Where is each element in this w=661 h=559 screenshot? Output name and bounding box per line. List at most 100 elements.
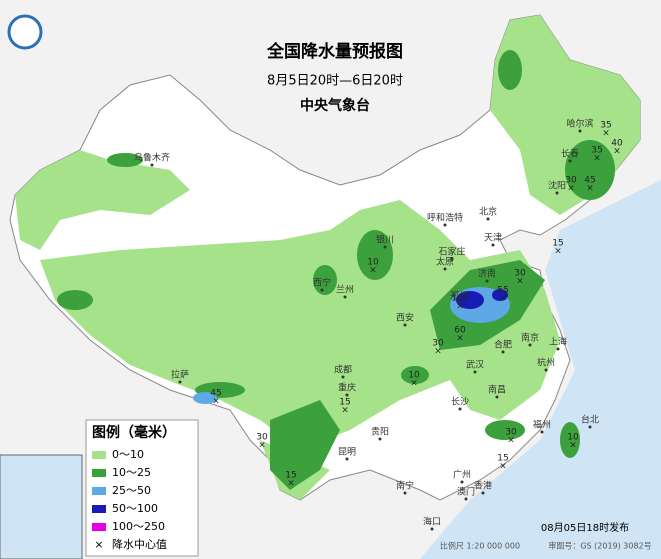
city-label: 合肥 <box>494 339 512 351</box>
center-marker: × <box>369 266 377 276</box>
city-label: 南宁 <box>396 480 414 492</box>
city-label: 重庆 <box>338 382 356 394</box>
south-sea-inset <box>0 454 83 559</box>
city-dot <box>501 350 505 354</box>
legend-label: 25～50 <box>112 484 151 497</box>
city-label: 兰州 <box>336 284 354 296</box>
center-value: 30 <box>514 269 526 279</box>
sea <box>420 180 661 559</box>
center-value: 15 <box>552 239 563 249</box>
city-dot <box>458 407 462 411</box>
legend-swatch <box>92 523 106 531</box>
approval: 审图号：GS (2019) 3082号 <box>548 541 651 551</box>
center-marker: × <box>434 347 442 357</box>
title: 全国降水量预报图 <box>266 41 403 62</box>
city-dot <box>485 279 489 283</box>
city-label: 香港 <box>474 480 492 492</box>
legend-label: 降水中心值 <box>112 537 167 551</box>
city-dot <box>460 480 464 484</box>
center-marker: × <box>613 147 621 157</box>
city-label: 西安 <box>396 312 414 324</box>
city-dot <box>341 375 345 379</box>
issuer: 中央气象台 <box>300 97 370 114</box>
legend-swatch <box>92 487 106 495</box>
center-marker: × <box>456 302 464 312</box>
center-marker: × <box>507 436 515 446</box>
city-label: 广州 <box>453 469 471 481</box>
center-marker: × <box>341 406 349 416</box>
city-dot <box>343 295 347 299</box>
center-marker: × <box>602 129 610 139</box>
scale: 比例尺 1:20 000 000 <box>440 541 520 551</box>
city-dot <box>555 191 559 195</box>
legend-marker: × <box>94 538 103 551</box>
center-marker: × <box>593 154 601 164</box>
center-marker: × <box>516 277 524 287</box>
city-label: 澳门 <box>457 486 475 498</box>
city-label: 西宁 <box>313 277 331 289</box>
center-marker: × <box>554 247 562 257</box>
city-dot <box>403 323 407 327</box>
legend-title: 图例（毫米） <box>92 424 176 441</box>
city-dot <box>473 370 477 374</box>
city-label: 石家庄 <box>438 246 465 258</box>
city-dot <box>150 163 154 167</box>
city-dot <box>345 393 349 397</box>
city-dot <box>568 159 572 163</box>
city-label: 济南 <box>478 268 496 280</box>
city-dot <box>495 395 499 399</box>
legend-label: 0～10 <box>112 448 144 461</box>
center-value: 30 <box>256 433 268 443</box>
city-label: 南昌 <box>488 384 506 396</box>
city-label: 长春 <box>561 148 579 160</box>
city-dot <box>430 527 434 531</box>
center-value: 55 <box>497 286 508 296</box>
city-dot <box>588 425 592 429</box>
legend-label: 50～100 <box>112 502 158 515</box>
city-dot <box>464 497 468 501</box>
center-value: 30 <box>565 176 577 186</box>
logo <box>7 14 43 50</box>
city-label: 北京 <box>479 206 497 218</box>
city-label: 杭州 <box>537 357 555 369</box>
city-dot <box>443 223 447 227</box>
rain-50-100 <box>456 289 508 309</box>
city-dot <box>450 257 454 261</box>
center-marker: × <box>287 479 295 489</box>
city-dot <box>486 217 490 221</box>
city-dot <box>556 347 560 351</box>
city-dot <box>403 491 407 495</box>
center-marker: × <box>567 184 575 194</box>
rain-10-25 <box>57 50 615 490</box>
city-label: 天津 <box>484 233 502 244</box>
city-label: 拉萨 <box>171 369 189 381</box>
legend-swatch <box>92 469 106 477</box>
center-value: 10 <box>567 433 579 443</box>
center-value: 15 <box>285 471 296 481</box>
city-dot <box>320 288 324 292</box>
legend-label: 10～25 <box>112 466 151 479</box>
center-value: 30 <box>432 339 444 349</box>
city-dot <box>178 380 182 384</box>
center-marker: × <box>212 397 220 407</box>
center-marker: × <box>456 334 464 344</box>
city-label: 昆明 <box>338 447 356 458</box>
center-value: 15 <box>339 398 350 408</box>
city-label: 贵阳 <box>371 426 389 438</box>
city-label: 乌鲁木齐 <box>134 152 170 164</box>
city-dot <box>544 368 548 372</box>
center-value: 10 <box>367 258 379 268</box>
city-label: 郑州 <box>450 290 468 302</box>
centers: ×35×40×35×30×45×15×10×30×100 ×55×60×30×10… <box>210 121 623 489</box>
issued: 08月05日18时发布 <box>541 521 629 534</box>
center-value: 40 <box>611 139 623 149</box>
center-marker: × <box>586 184 594 194</box>
center-marker: × <box>569 441 577 451</box>
subtitle: 8月5日20时—6日20时 <box>267 74 403 89</box>
city-label: 成都 <box>334 364 352 376</box>
city-label: 银川 <box>376 234 394 246</box>
legend-swatch <box>92 451 106 459</box>
center-value: 15 <box>497 454 508 464</box>
